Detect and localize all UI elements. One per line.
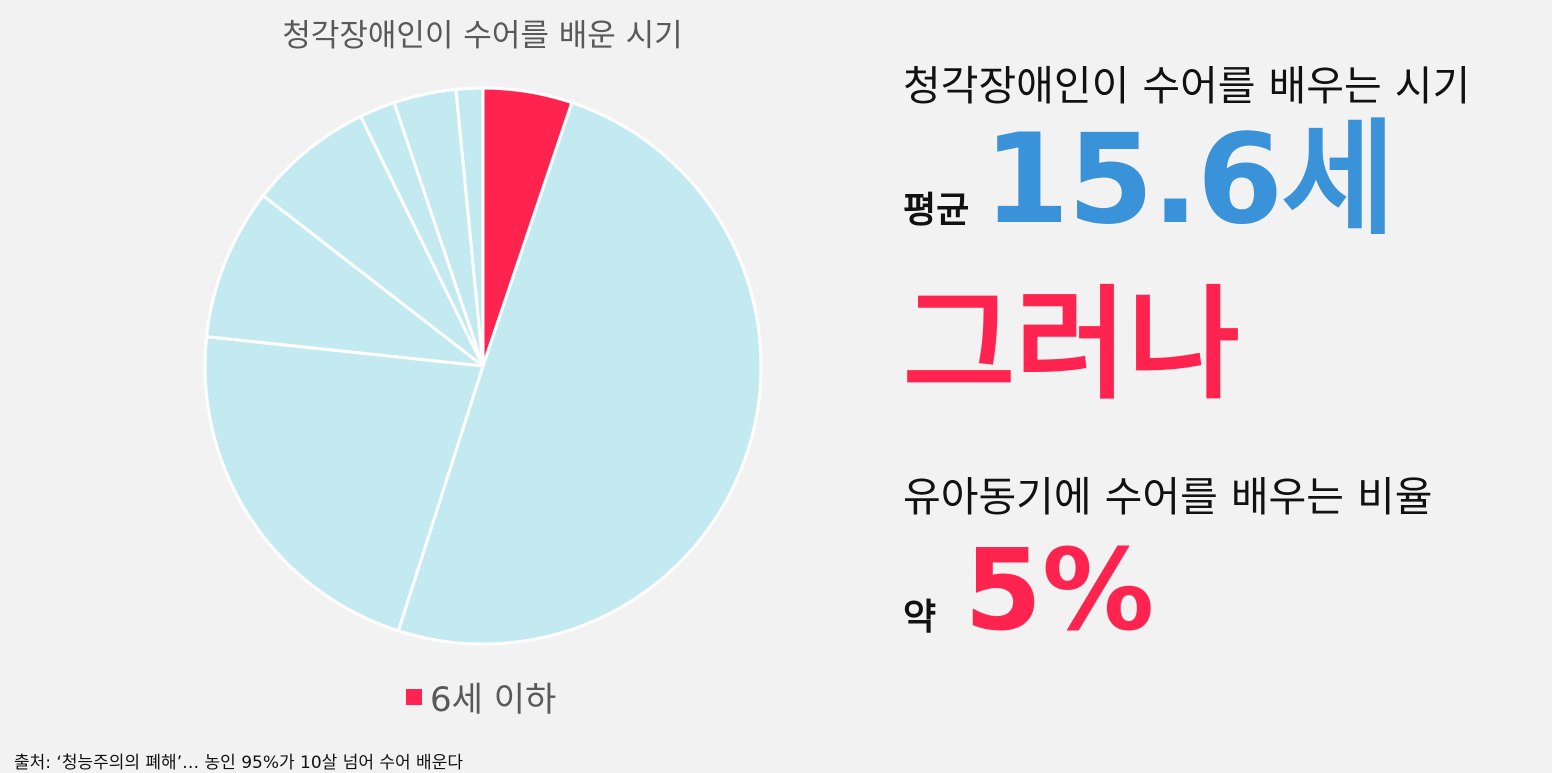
source-caption: 출처: ‘청능주의의 폐해’… 농인 95%가 10살 넘어 수어 배운다: [14, 753, 463, 773]
panel-headline: 청각장애인이 수어를 배우는 시기: [903, 62, 1471, 110]
chart-title: 청각장애인이 수어를 배운 시기: [282, 18, 683, 54]
pie-slice-7: [454, 86, 485, 368]
pie-slice-1: [396, 101, 763, 646]
percentage-value: 5%: [964, 526, 1155, 656]
approx-label: 약: [903, 597, 937, 638]
pie-chart: [203, 86, 763, 646]
average-label: 평균: [903, 190, 970, 231]
average-age-value: 15.6세: [983, 108, 1395, 252]
pie-slice-4: [261, 114, 485, 368]
legend-swatch: [406, 688, 422, 705]
chart-legend: 6세 이하: [406, 672, 556, 721]
ratio-headline: 유아동기에 수어를 배우는 비율: [903, 473, 1433, 521]
pie-slice-2: [203, 335, 485, 633]
average-age-row: 평균 15.6세: [903, 108, 1395, 252]
pie-slice-3: [205, 194, 485, 368]
legend-label: 6세 이하: [430, 680, 557, 720]
percentage-row: 약 5%: [903, 535, 1154, 647]
however-heading: 그러나: [903, 274, 1240, 416]
